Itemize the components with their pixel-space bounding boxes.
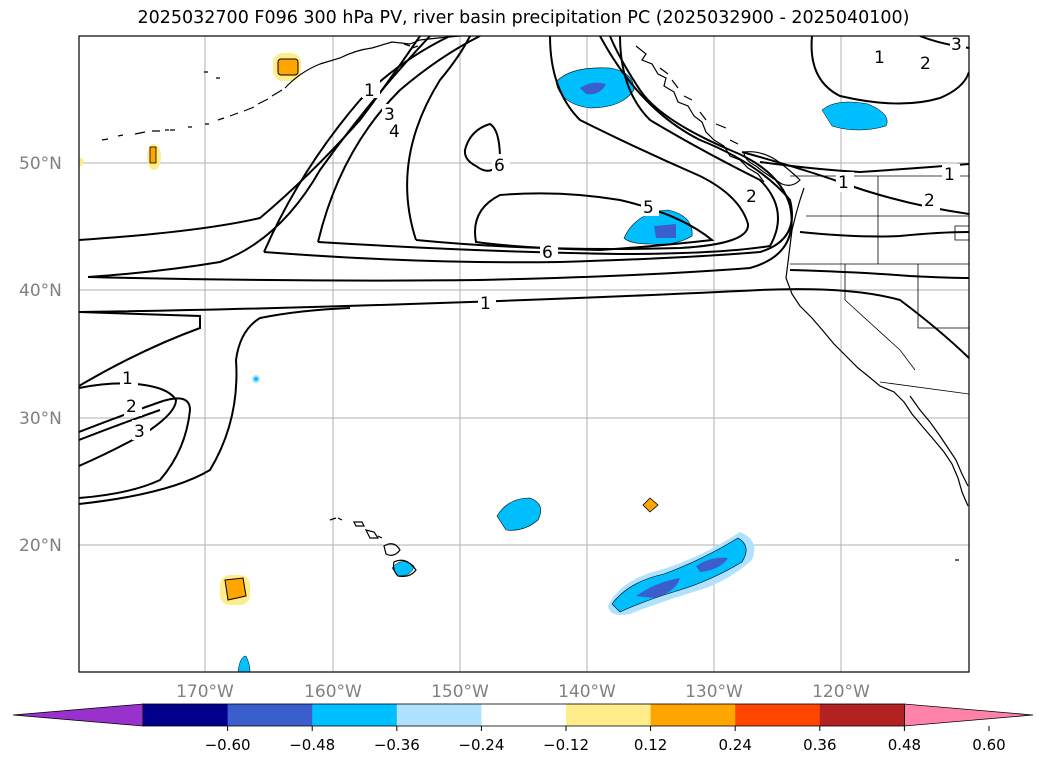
colorbar: −0.60 −0.48 −0.36 −0.24 −0.12 0.12 0.24 0.36 0.4… — [12, 703, 1034, 754]
colorbar-tick-label: 0.36 — [803, 736, 836, 754]
svg-text:3: 3 — [134, 422, 145, 442]
svg-text:1: 1 — [944, 165, 955, 185]
colorbar-tick-label: −0.60 — [205, 736, 251, 754]
svg-text:130°W: 130°W — [685, 682, 743, 702]
svg-text:2: 2 — [924, 191, 935, 211]
colorbar-extend-min — [12, 703, 144, 727]
colorbar-segment — [227, 704, 313, 726]
svg-text:6: 6 — [494, 156, 505, 176]
svg-text:40°N: 40°N — [19, 281, 62, 301]
svg-text:3: 3 — [384, 105, 395, 125]
svg-text:30°N: 30°N — [19, 409, 62, 429]
svg-text:150°W: 150°W — [431, 682, 489, 702]
colorbar-segment — [481, 704, 567, 726]
colorbar-segment — [143, 704, 229, 726]
latitude-labels: 50°N 40°N 30°N 20°N — [19, 154, 62, 556]
contour-labels: 1 3 4 5 6 6 1 1 2 3 1 2 1 2 — [120, 35, 966, 442]
svg-text:5: 5 — [643, 198, 654, 218]
colorbar-tick-label: −0.12 — [543, 736, 589, 754]
svg-text:140°W: 140°W — [558, 682, 616, 702]
map-title: 2025032700 F096 300 hPa PV, river basin … — [137, 8, 910, 28]
colorbar-segment — [396, 704, 482, 726]
svg-text:50°N: 50°N — [19, 154, 62, 174]
svg-text:120°W: 120°W — [812, 682, 870, 702]
colorbar-segment — [650, 704, 736, 726]
colorbar-extend-max — [904, 703, 1034, 727]
colorbar-tick-label: −0.48 — [289, 736, 335, 754]
colorbar-tick-label: 0.24 — [718, 736, 751, 754]
svg-text:3: 3 — [951, 35, 962, 55]
colorbar-segment — [819, 704, 905, 726]
precip-anomaly-fills — [79, 53, 888, 672]
svg-text:1: 1 — [874, 48, 885, 68]
colorbar-frame — [142, 703, 905, 727]
svg-text:6: 6 — [542, 243, 553, 263]
svg-text:1: 1 — [838, 173, 849, 193]
svg-text:2: 2 — [746, 187, 757, 207]
svg-text:20°N: 20°N — [19, 536, 62, 556]
svg-text:1: 1 — [122, 369, 133, 389]
map-frame — [78, 35, 970, 673]
colorbar-segment — [566, 704, 652, 726]
pv-contours — [79, 36, 969, 505]
colorbar-tick-label: −0.24 — [458, 736, 504, 754]
map-background — [79, 36, 969, 672]
svg-text:160°W: 160°W — [304, 682, 362, 702]
coastlines — [101, 36, 969, 577]
svg-text:2: 2 — [920, 54, 931, 74]
colorbar-segment — [312, 704, 398, 726]
colorbar-tick-label: 0.48 — [888, 736, 921, 754]
svg-text:4: 4 — [389, 122, 400, 142]
svg-text:1: 1 — [480, 294, 491, 314]
colorbar-tick-label: 0.60 — [972, 736, 1005, 754]
colorbar-tick-label: 0.12 — [634, 736, 667, 754]
svg-text:1: 1 — [364, 81, 375, 101]
svg-text:2: 2 — [126, 397, 137, 417]
colorbar-tick-label: −0.36 — [374, 736, 420, 754]
colorbar-segment — [735, 704, 821, 726]
longitude-labels: 170°W 160°W 150°W 140°W 130°W 120°W — [176, 682, 870, 702]
svg-text:170°W: 170°W — [176, 682, 234, 702]
